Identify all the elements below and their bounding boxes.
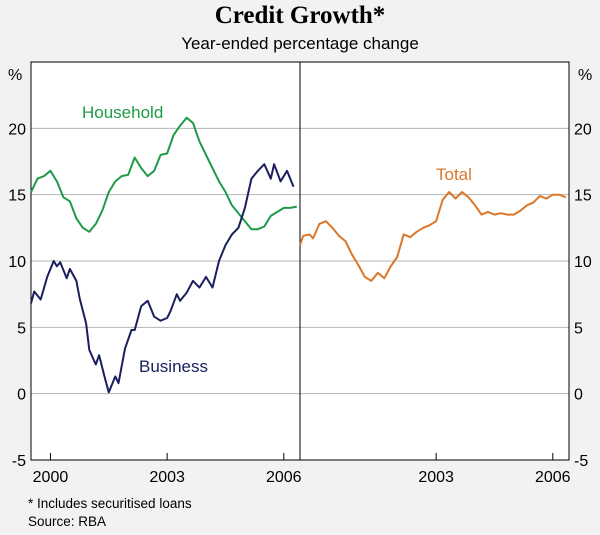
x-tick-label: 2003 xyxy=(418,469,454,486)
y-tick-label-right: 5 xyxy=(574,320,583,337)
y-tick-label-left: 15 xyxy=(8,188,26,205)
y-tick-label-left: 0 xyxy=(17,387,26,404)
y-tick-label-right: 0 xyxy=(574,387,583,404)
series-label-household: Household xyxy=(82,103,163,122)
y-tick-label-right: 10 xyxy=(574,254,592,271)
x-tick-label: 2006 xyxy=(266,469,302,486)
y-tick-label-left: 20 xyxy=(8,121,26,138)
footnote-source: Source: RBA xyxy=(28,514,107,529)
footnote-note: * Includes securitised loans xyxy=(28,496,192,511)
y-tick-label-right: 15 xyxy=(574,188,592,205)
series-label-total: Total xyxy=(436,165,472,184)
y-axis-unit-right: % xyxy=(578,67,592,84)
y-tick-label-right: 20 xyxy=(574,121,592,138)
x-tick-label: 2003 xyxy=(149,469,185,486)
chart-title: Credit Growth* xyxy=(214,2,386,29)
y-axis-unit-left: % xyxy=(8,67,22,84)
y-tick-label-left: 10 xyxy=(8,254,26,271)
series-label-business: Business xyxy=(139,357,208,376)
y-tick-label-right: -5 xyxy=(574,453,588,470)
series-line-household xyxy=(30,116,297,233)
series-line-total xyxy=(299,191,567,282)
x-tick-label: 2000 xyxy=(33,469,69,486)
series-line-business xyxy=(30,163,295,394)
x-tick-label: 2006 xyxy=(535,469,571,486)
chart-subtitle: Year-ended percentage change xyxy=(181,34,419,53)
y-tick-label-left: -5 xyxy=(12,453,26,470)
y-tick-label-left: 5 xyxy=(17,320,26,337)
